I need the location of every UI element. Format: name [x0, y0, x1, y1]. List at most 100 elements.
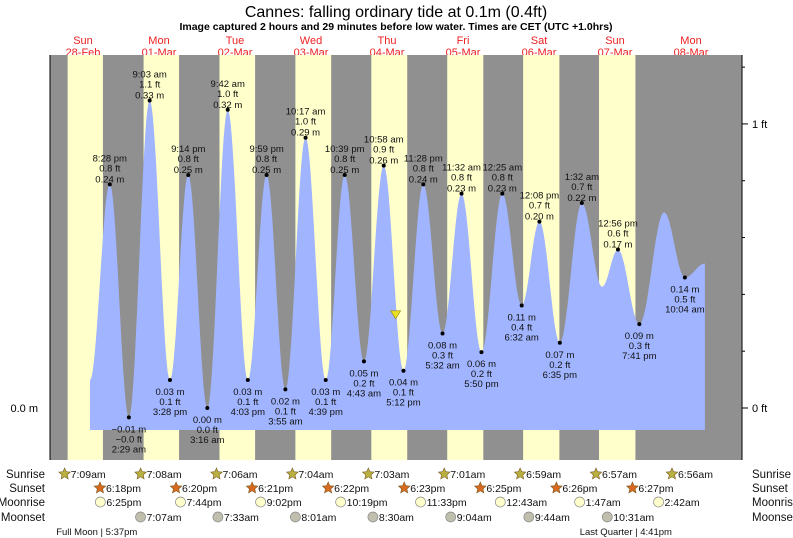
- sunrise-time: 7:08am: [147, 469, 182, 481]
- tide-ft-label: 0.1 ft: [393, 388, 414, 399]
- sunset-star-icon: [245, 481, 259, 494]
- tide-time-label: 12:56 pm: [598, 219, 638, 230]
- tide-m-label: 0.24 m: [409, 174, 438, 185]
- sunset-star-icon: [321, 481, 335, 494]
- sunset-time: 6:26pm: [562, 483, 597, 495]
- moonrise-time: 9:02pm: [267, 497, 302, 509]
- day-name-label: Mon: [680, 35, 701, 47]
- tide-high-point: [303, 135, 308, 140]
- moonrise-moon-icon: [494, 496, 506, 508]
- moonrise-time: 10:19pm: [347, 497, 388, 509]
- tide-time-label: 12:08 pm: [520, 191, 560, 202]
- tide-m-label: 0.23 m: [488, 184, 517, 195]
- day-name-label: Sun: [605, 35, 625, 47]
- sunset-star-icon: [93, 481, 107, 494]
- moonrise-time: 12:43am: [506, 497, 547, 509]
- moonrise-moon-icon: [415, 496, 426, 508]
- tide-time-label: 4:03 pm: [231, 407, 265, 418]
- tide-m-label: 0.23 m: [447, 184, 476, 195]
- tide-ft-label: 0.1 ft: [159, 397, 180, 408]
- moonset-time: 10:31am: [613, 512, 654, 524]
- day-name-label: Sat: [531, 35, 548, 47]
- sunrise-star-icon: [58, 467, 71, 480]
- tide-time-label: 11:32 am: [442, 163, 481, 174]
- tide-ft-label: 0.7 ft: [571, 182, 592, 193]
- tide-ft-label: 0.1 ft: [315, 397, 336, 408]
- tide-time-label: 7:41 pm: [622, 351, 656, 362]
- moon-phase-label: Last Quarter | 4:41pm: [580, 527, 672, 538]
- tide-m-label: 0.03 m: [155, 387, 184, 398]
- tide-ft-label: 0.1 ft: [237, 397, 258, 408]
- sunrise-time: 7:04am: [298, 469, 333, 481]
- tide-low-point: [637, 322, 642, 327]
- right-axis-label: 1 ft: [752, 119, 767, 131]
- tide-ft-label: 1.1 ft: [139, 79, 160, 90]
- tide-ft-label: 0.8 ft: [334, 154, 355, 165]
- left-axis-label: 0.0 m: [10, 403, 38, 415]
- moonrise-time: 11:33pm: [427, 497, 467, 509]
- sunrise-star-icon: [286, 467, 299, 480]
- tide-time-label: 9:42 am: [211, 79, 245, 90]
- tide-low-point: [205, 406, 210, 410]
- sunset-time: 6:18pm: [106, 483, 141, 495]
- sunrise-star-icon: [589, 467, 603, 480]
- tide-m-label: 0.20 m: [525, 212, 554, 223]
- tide-ft-label: 0.7 ft: [529, 201, 550, 212]
- tide-time-label: 3:55 am: [268, 416, 302, 427]
- tide-ft-label: 0.2 ft: [353, 378, 374, 389]
- sunrise-star-icon: [513, 467, 527, 480]
- tide-time-label: 6:35 pm: [543, 370, 577, 381]
- moonrise-moon-icon: [335, 496, 347, 508]
- sunset-star-icon: [473, 481, 487, 494]
- tide-high-point: [579, 200, 584, 205]
- tide-low-point: [245, 378, 250, 383]
- tide-time-label: 4:43 am: [347, 388, 381, 399]
- sunrise-row-label: Sunrise: [6, 469, 45, 481]
- tide-high-point: [421, 182, 426, 187]
- tide-time-label: 6:32 am: [505, 332, 539, 343]
- axes: 0.0 m 0 ft 1 ft: [10, 55, 767, 460]
- sunrise-time: 7:06am: [222, 469, 257, 481]
- moonset-row-label: Moonset: [1, 512, 46, 524]
- tide-m-label: 0.04 m: [389, 378, 418, 389]
- sunset-star-icon: [625, 481, 639, 494]
- moonrise-moon-icon: [574, 496, 585, 508]
- tide-ft-label: 0.0 ft: [197, 425, 218, 436]
- tide-ft-label: 0.2 ft: [471, 369, 492, 380]
- tide-high-point: [186, 173, 191, 177]
- tide-high-point: [107, 182, 112, 187]
- tide-m-label: 0.03 m: [311, 387, 340, 398]
- tide-m-label: 0.02 m: [271, 396, 300, 407]
- tide-time-label: 10:39 pm: [325, 144, 365, 155]
- tide-m-label: 0.07 m: [545, 350, 574, 361]
- moonrise-moon-icon: [255, 496, 266, 508]
- tide-time-label: 11:28 pm: [404, 153, 443, 164]
- moonset-row-label-right: Moonset: [752, 512, 793, 524]
- moonset-time: 9:04am: [457, 512, 492, 524]
- day-name-label: Wed: [300, 35, 322, 47]
- tide-low-point: [361, 359, 366, 364]
- sunset-time: 6:22pm: [334, 483, 369, 495]
- tide-high-point: [225, 107, 230, 112]
- sunset-row-label-right: Sunset: [752, 483, 789, 495]
- sunset-time: 6:27pm: [638, 483, 673, 495]
- tide-extremes: 8:28 pm0.8 ft0.24 m−0.01 m−0.0 ft2:29 am…: [93, 69, 705, 455]
- sunrise-time: 7:03am: [374, 469, 409, 481]
- tide-low-point: [323, 378, 328, 383]
- tide-m-label: 0.26 m: [369, 156, 398, 167]
- tide-m-label: 0.03 m: [233, 387, 262, 398]
- tide-m-label: 0.29 m: [291, 128, 320, 139]
- tide-high-point: [615, 247, 620, 252]
- tide-time-label: 5:50 pm: [464, 379, 498, 390]
- tide-time-label: 5:12 pm: [386, 398, 420, 409]
- tide-high-point: [459, 191, 464, 196]
- tide-time-label: 8:28 pm: [93, 153, 127, 164]
- tide-high-point: [381, 163, 386, 168]
- sunset-time: 6:21pm: [258, 483, 293, 495]
- tide-time-label: 3:16 am: [190, 435, 224, 446]
- tide-m-label: 0.33 m: [135, 90, 164, 101]
- tide-m-label: −0.01 m: [112, 424, 147, 435]
- tide-time-label: 4:39 pm: [309, 407, 343, 418]
- tide-time-label: 3:28 pm: [153, 407, 187, 418]
- moonset-moon-icon: [135, 511, 146, 523]
